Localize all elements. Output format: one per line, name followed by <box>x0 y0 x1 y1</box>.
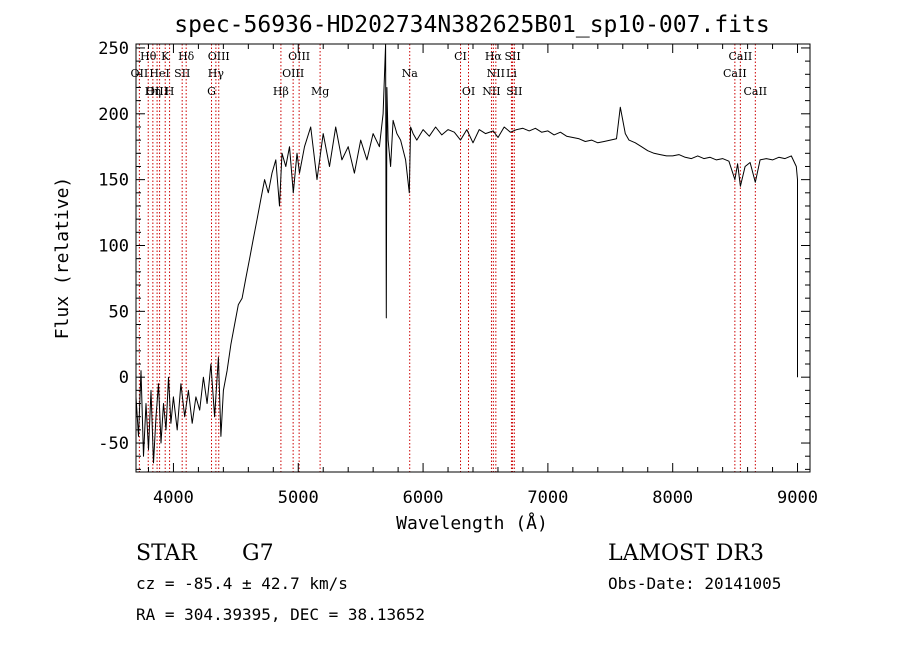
object-class-label: STAR <box>136 541 198 566</box>
y-tick-label: 150 <box>98 171 129 191</box>
line-label: SII <box>506 85 522 98</box>
line-label: Hη <box>145 85 161 98</box>
line-label: CaII <box>729 50 753 63</box>
y-tick-label: 50 <box>109 302 129 322</box>
chart-title: spec-56936-HD202734N382625B01_sp10-007.f… <box>174 12 769 38</box>
x-axis-label: Wavelength (Å) <box>396 512 548 534</box>
line-label: HeI <box>149 67 169 80</box>
plot-frame <box>135 43 811 473</box>
obs-date-text: Obs-Date: 20141005 <box>608 574 781 593</box>
y-tick-label: 250 <box>98 39 129 59</box>
line-label: CaII <box>723 67 747 80</box>
x-tick-label: 7000 <box>527 488 568 508</box>
line-label: Hθ <box>140 50 157 63</box>
y-tick-label: 100 <box>98 236 129 256</box>
y-axis-label: Flux (relative) <box>52 177 73 340</box>
spectrum-series-line <box>135 43 798 464</box>
line-label: OIII <box>282 67 304 80</box>
line-label: OIII <box>146 85 168 98</box>
ra-dec-text: RA = 304.39395, DEC = 38.13652 <box>136 605 425 624</box>
survey-label: LAMOST DR3 <box>608 541 764 566</box>
line-label: G <box>207 85 216 98</box>
x-axis-ticks: 4000 5000 6000 7000 8000 9000 <box>147 44 818 508</box>
line-label: OII <box>131 67 149 80</box>
line-label: OIII <box>208 50 230 63</box>
spectral-line-markers <box>138 44 756 472</box>
line-label: Hγ <box>208 67 225 80</box>
line-label: Hβ <box>273 85 289 98</box>
y-tick-label: 200 <box>98 105 129 125</box>
line-label: CaII <box>743 85 767 98</box>
line-label: Na <box>402 67 419 80</box>
line-label: NII <box>487 67 505 80</box>
line-label: Mg <box>311 85 329 98</box>
y-tick-label: 0 <box>119 368 129 388</box>
y-axis-ticks: -50 0 50 100 150 200 250 <box>98 39 810 470</box>
line-label: Hα <box>485 50 503 63</box>
line-label: SII <box>504 50 520 63</box>
redshift-cz-text: cz = -85.4 ± 42.7 km/s <box>136 574 348 593</box>
x-tick-label: 4000 <box>153 488 194 508</box>
line-label: K <box>161 50 170 63</box>
line-label: SII <box>174 67 190 80</box>
x-tick-label: 8000 <box>652 488 693 508</box>
x-tick-label: 6000 <box>403 488 444 508</box>
line-label: H <box>165 85 175 98</box>
line-label: OI <box>462 85 475 98</box>
y-tick-label: -50 <box>98 434 129 454</box>
object-subclass-label: G7 <box>242 541 274 566</box>
line-label: Li <box>506 67 517 80</box>
line-label: OIII <box>288 50 310 63</box>
line-label: CI <box>454 50 467 63</box>
line-label: Hδ <box>178 50 195 63</box>
x-tick-label: 5000 <box>278 488 319 508</box>
x-tick-label: 9000 <box>777 488 818 508</box>
line-label: NII <box>482 85 500 98</box>
